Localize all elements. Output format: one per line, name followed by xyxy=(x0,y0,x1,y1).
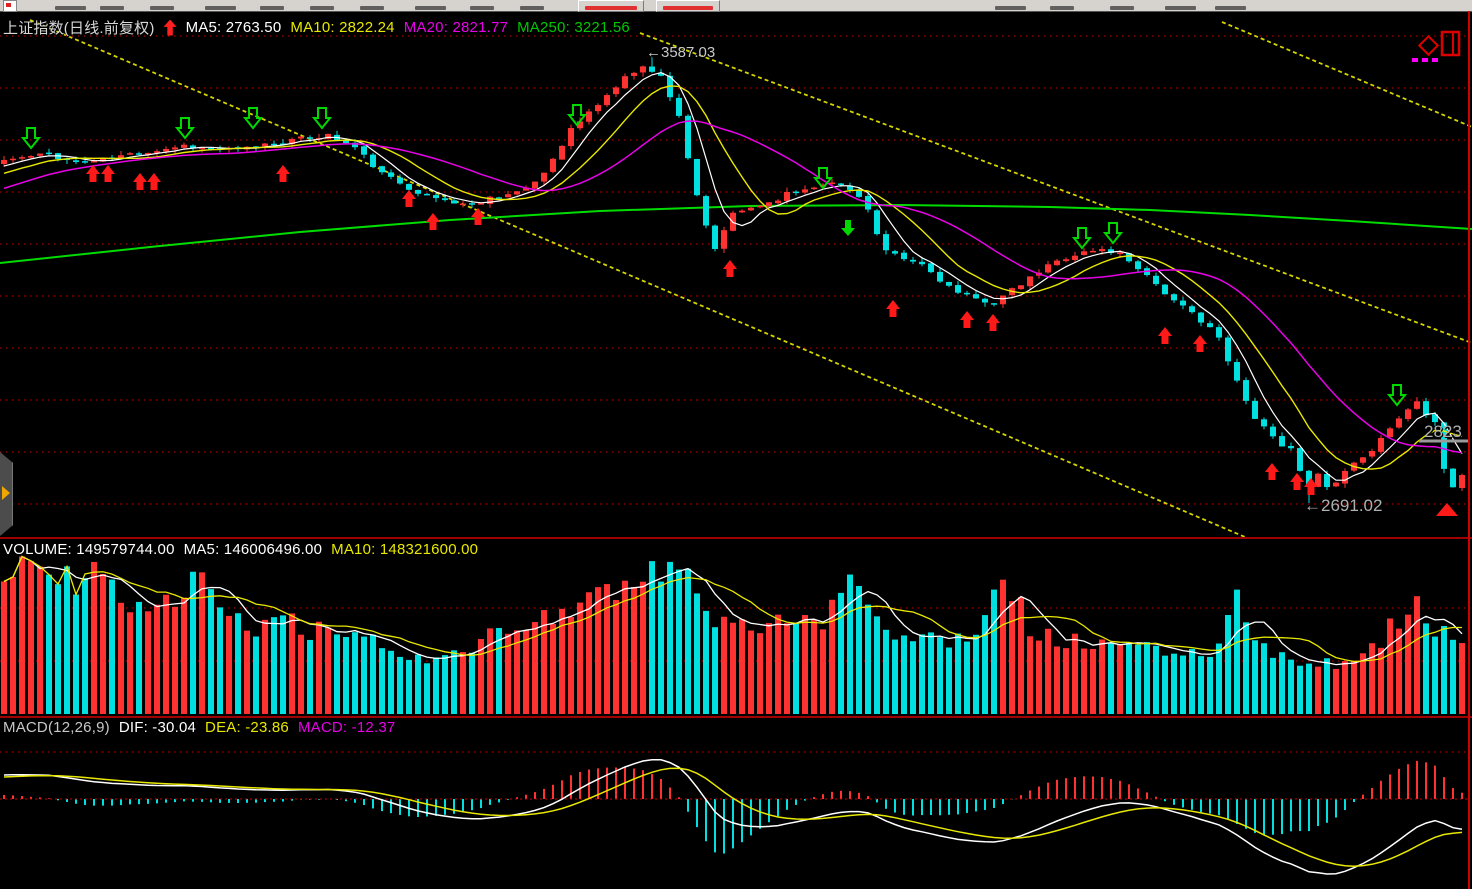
buy-signal-arrow xyxy=(960,311,974,328)
pane-right-border xyxy=(1468,11,1470,889)
buy-signal-arrow xyxy=(886,300,900,317)
buy-signal-arrow xyxy=(1265,463,1279,480)
sell-signal-arrow xyxy=(812,167,834,190)
buy-signal-arrow xyxy=(86,165,100,182)
marker-triangle xyxy=(1436,503,1458,516)
buy-signal-arrow xyxy=(723,260,737,277)
sell-signal-arrow xyxy=(20,127,42,150)
buy-signal-arrow xyxy=(1193,335,1207,352)
macd-pane[interactable]: MACD(12,26,9) DIF: -30.04 DEA: -23.86 MA… xyxy=(0,718,1472,889)
macd-chart[interactable] xyxy=(0,718,1472,889)
sidebar-expand-tab[interactable] xyxy=(0,452,13,536)
pane-separator-2 xyxy=(0,716,1472,718)
sell-signal-arrow xyxy=(1071,227,1093,250)
buy-signal-arrow xyxy=(1290,473,1304,490)
chevron-right-icon xyxy=(2,486,10,500)
sell-signal-arrow xyxy=(1102,222,1124,245)
sell-signal-arrow xyxy=(566,104,588,127)
sell-signal-arrow xyxy=(311,107,333,130)
app-logo-icon xyxy=(3,0,17,12)
buy-signal-arrow xyxy=(1158,327,1172,344)
menu-red-button-1[interactable] xyxy=(578,0,644,12)
main-chart-pane[interactable]: 上证指数(日线.前复权) MA5: 2763.50 MA10: 2822.24 … xyxy=(0,11,1472,537)
buy-signal-arrow xyxy=(276,165,290,182)
buy-signal-arrow xyxy=(147,173,161,190)
split-window-icon[interactable] xyxy=(1440,30,1461,57)
buy-signal-arrow xyxy=(133,173,147,190)
buy-signal-arrow xyxy=(101,165,115,182)
sell-signal-solid-arrow xyxy=(841,220,855,236)
pane-separator-1 xyxy=(0,537,1472,539)
volume-pane[interactable]: VOLUME: 149579744.00 MA5: 146006496.00 M… xyxy=(0,539,1472,716)
buy-signal-arrow xyxy=(426,213,440,230)
menu-red-button-2[interactable] xyxy=(656,0,720,12)
diamond-icon[interactable] xyxy=(1417,34,1440,57)
buy-signal-arrow xyxy=(471,208,485,225)
sell-signal-arrow xyxy=(174,117,196,140)
volume-chart[interactable] xyxy=(0,539,1472,716)
ellipsis-dots-icon[interactable] xyxy=(1412,58,1438,62)
sell-signal-arrow xyxy=(242,107,264,130)
buy-signal-arrow xyxy=(986,314,1000,331)
chart-corner-tools[interactable] xyxy=(1410,27,1462,63)
buy-signal-arrow xyxy=(1304,478,1318,495)
top-menu-strip[interactable] xyxy=(0,0,1472,12)
candlestick-chart[interactable] xyxy=(0,11,1472,537)
sell-signal-arrow xyxy=(1386,384,1408,407)
buy-signal-arrow xyxy=(402,190,416,207)
